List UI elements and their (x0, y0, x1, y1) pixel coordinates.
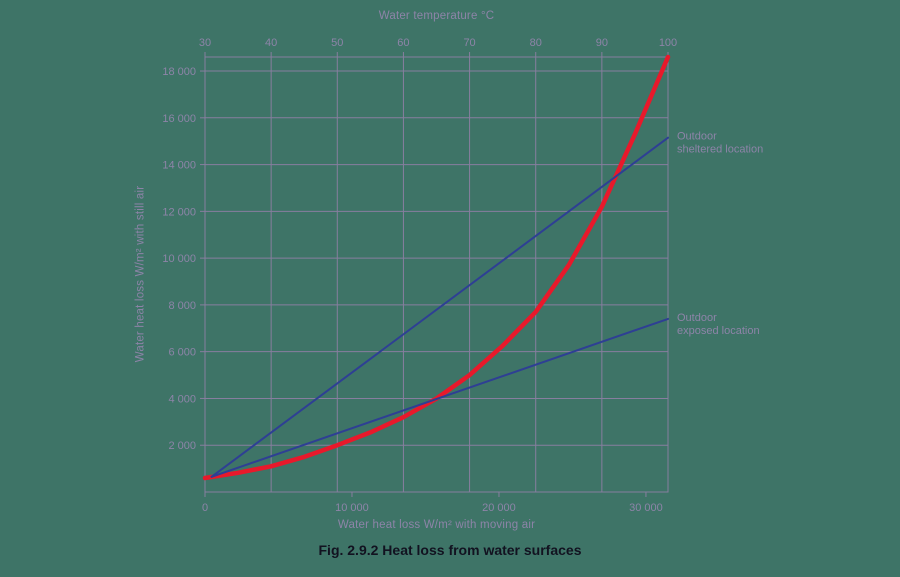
gridlines (200, 52, 669, 497)
top-axis-title: Water temperature °C (378, 10, 495, 22)
sheltered-line (210, 136, 669, 478)
top-tick-label: 100 (659, 37, 677, 49)
top-tick-label: 70 (463, 37, 475, 49)
left-tick-label: 4 000 (168, 393, 196, 405)
top-tick-label: 60 (397, 37, 409, 49)
bottom-tick-label: 30 000 (629, 502, 663, 514)
top-tick-label: 80 (530, 37, 542, 49)
still-air-curve (202, 54, 671, 481)
exposed-line (210, 317, 669, 478)
left-tick-label: 12 000 (162, 206, 196, 218)
top-tick-label: 30 (199, 37, 211, 49)
bottom-tick-label: 10 000 (335, 502, 369, 514)
top-tick-label: 40 (265, 37, 277, 49)
bottom-tick-label: 0 (202, 502, 208, 514)
sheltered-line-label: Outdoor sheltered location (677, 131, 763, 156)
tick-labels: 30 40 50 60 70 80 90 100 2 000 4 000 6 000 8 000 10 … (162, 37, 677, 514)
top-tick-label: 90 (596, 37, 608, 49)
left-tick-label: 18 000 (162, 66, 196, 78)
exposed-line-label: Outdoor exposed location (677, 312, 760, 337)
bottom-axis-title: Water heat loss W/m² with moving air (337, 519, 536, 531)
left-tick-label: 6 000 (168, 347, 196, 359)
bottom-tick-label: 20 000 (482, 502, 516, 514)
top-tick-label: 50 (331, 37, 343, 49)
left-tick-label: 2 000 (168, 440, 196, 452)
figure-caption: Fig. 2.9.2 Heat loss from water surfaces (318, 542, 582, 558)
left-tick-label: 14 000 (162, 160, 196, 172)
left-tick-label: 8 000 (168, 300, 196, 312)
left-tick-label: 16 000 (162, 113, 196, 125)
left-tick-label: 10 000 (162, 253, 196, 265)
